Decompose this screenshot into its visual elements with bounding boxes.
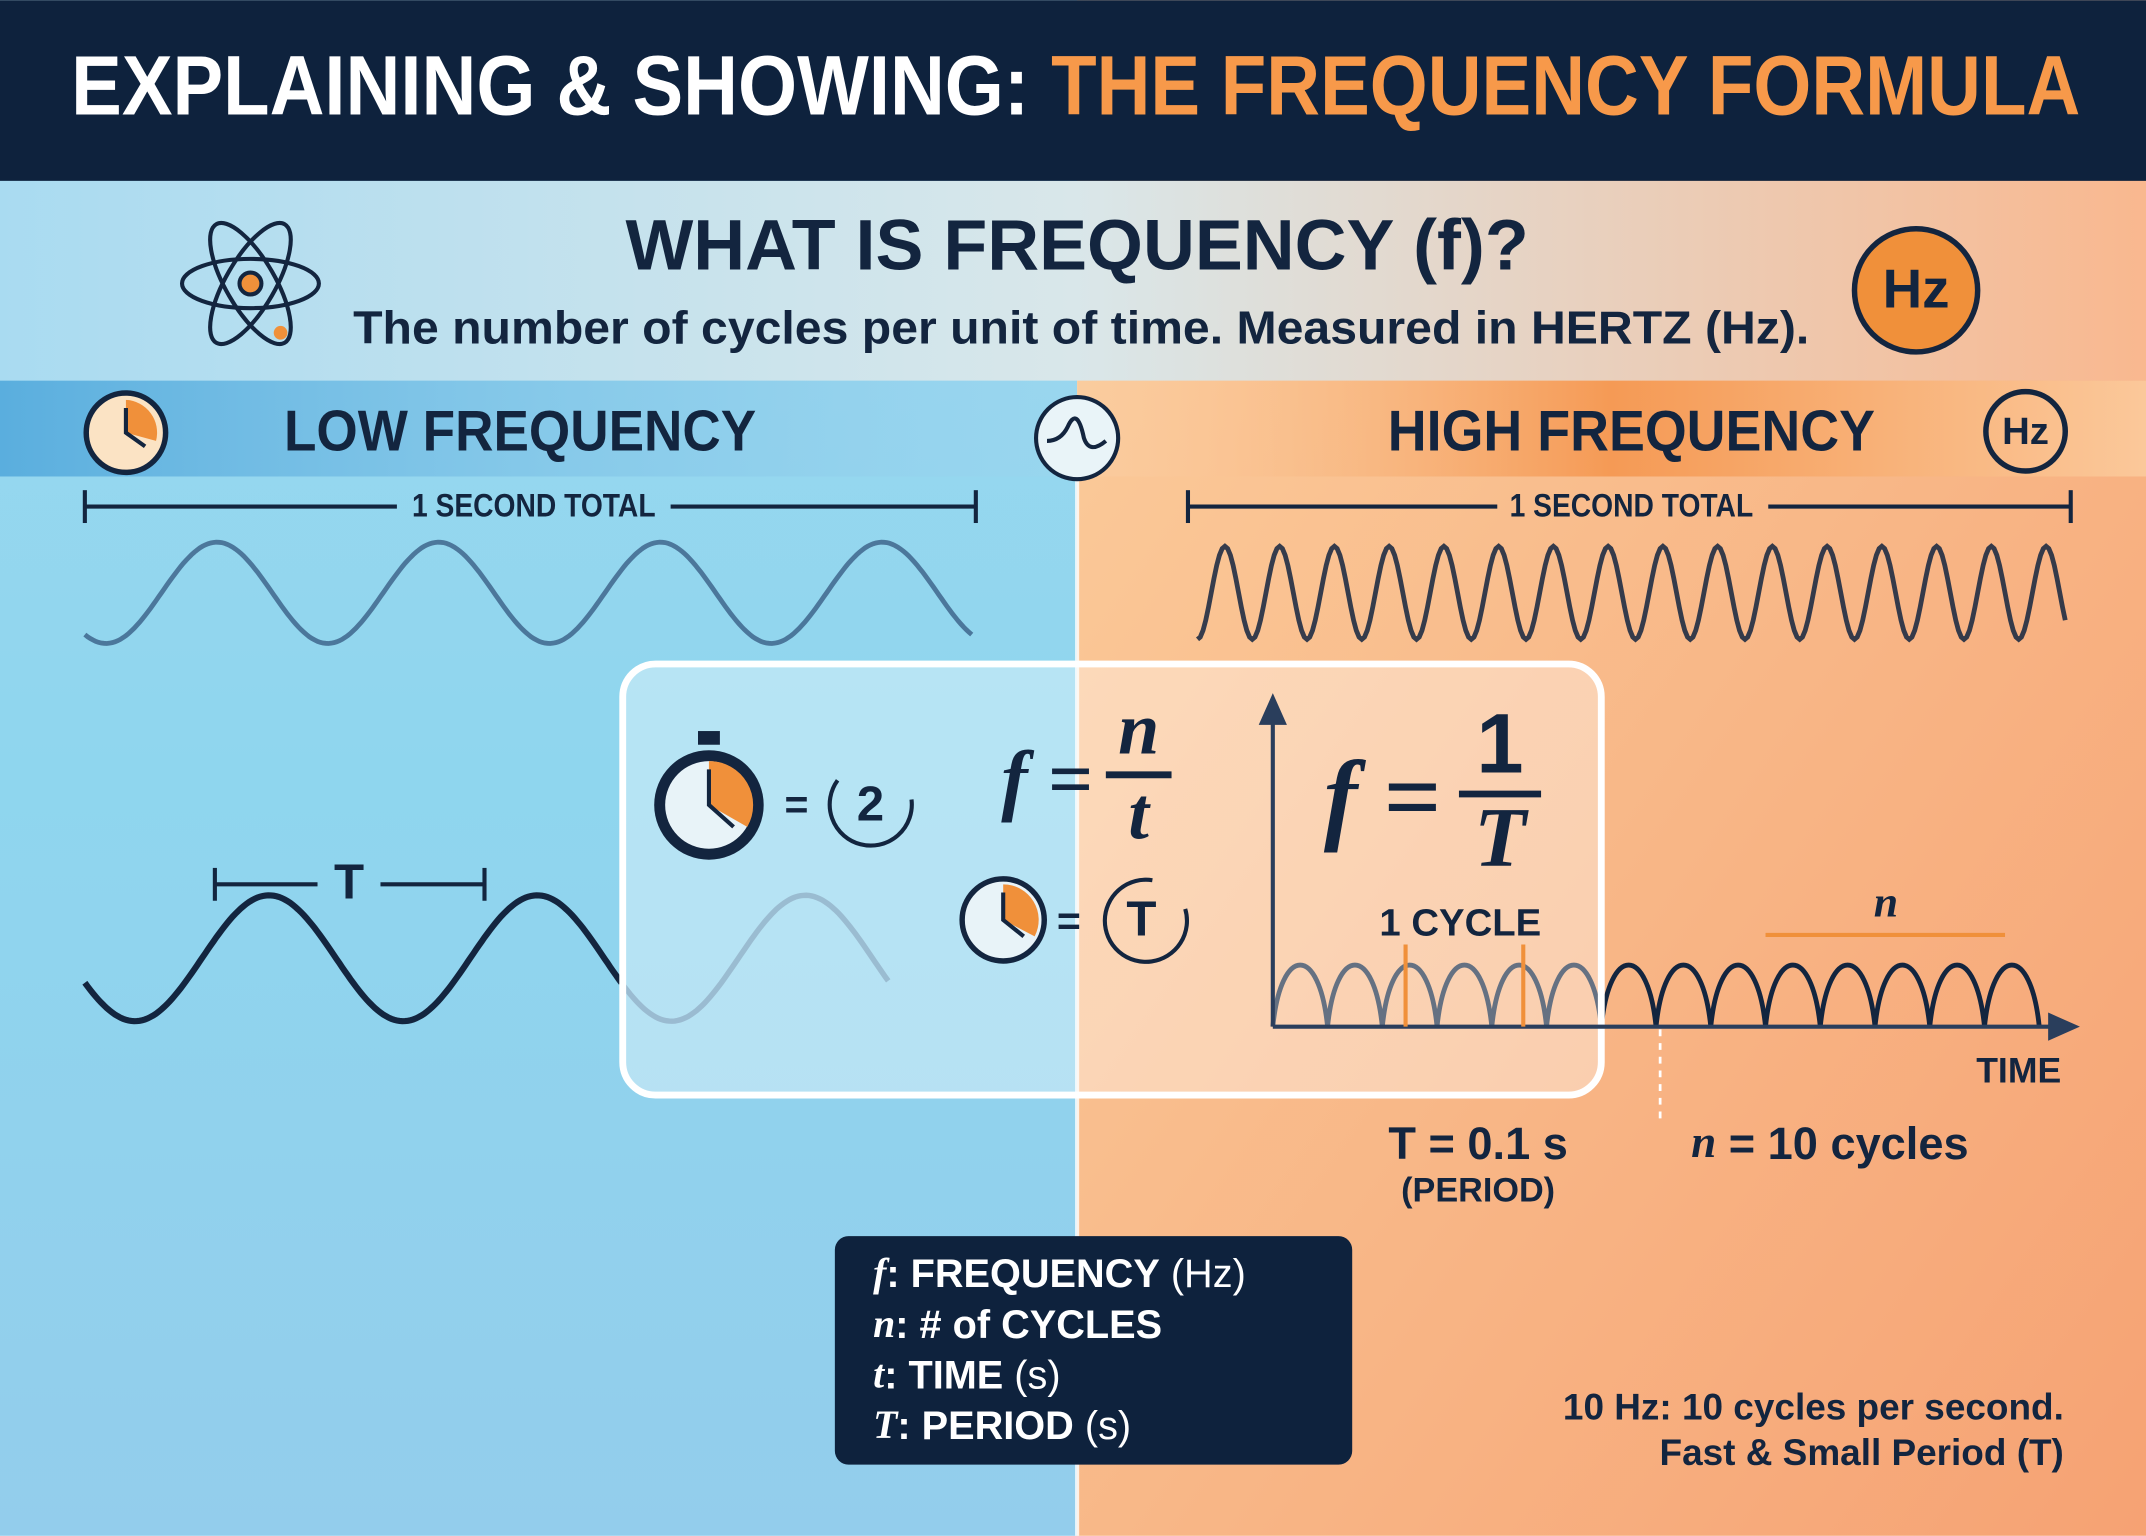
small-clock-icon	[959, 876, 1047, 964]
legend-symbol: T	[873, 1403, 899, 1447]
low-wave-faded	[620, 892, 891, 1024]
formula1-denominator: t	[1128, 772, 1151, 854]
legend-symbol: t	[873, 1353, 886, 1397]
period-bracket	[212, 867, 487, 901]
formula2-denominator: T	[1474, 790, 1529, 884]
low-band	[0, 380, 1078, 477]
period-arrow	[1102, 877, 1189, 964]
count-text: = 10 cycles	[1729, 1118, 1969, 1169]
legend-text: : # of CYCLES	[895, 1303, 1162, 1347]
intro-heading: WHAT IS FREQUENCY (f)?	[625, 206, 1528, 285]
low-span	[82, 490, 978, 524]
formula1-lhs: f =	[1001, 735, 1093, 823]
period-note: (PERIOD)	[1401, 1171, 1555, 1209]
clock-icon	[83, 390, 169, 476]
formula2-lhs: f =	[1324, 741, 1441, 853]
high-title: HIGH FREQUENCY	[1388, 400, 1875, 464]
intro-band	[0, 180, 2146, 381]
count-symbol: n	[1691, 1117, 1716, 1167]
legend-unit: (s)	[1085, 1405, 1131, 1449]
intro-definition: The number of cycles per unit of time. M…	[353, 302, 1809, 354]
legend-unit: (Hz)	[1171, 1253, 1246, 1297]
legend-row: t: TIME (s)	[873, 1353, 1060, 1398]
legend-unit: (s)	[1014, 1354, 1060, 1398]
clock-equals: =	[1057, 898, 1081, 944]
title-lead: EXPLAINING & SHOWING:	[71, 37, 1029, 132]
wave-icon	[1033, 395, 1121, 482]
stopwatch-cycles: 2	[857, 777, 884, 832]
high-hz-label: Hz	[2002, 410, 2049, 453]
legend-box	[834, 1236, 1353, 1465]
period-label: T	[334, 855, 364, 910]
legend-row: n: # of CYCLES	[873, 1302, 1162, 1347]
cycle-arrow	[827, 779, 914, 848]
clock-period: T	[1126, 892, 1156, 947]
n-label: n	[1874, 878, 1898, 926]
legend-row: T: PERIOD (s)	[873, 1403, 1131, 1448]
high-span	[1185, 490, 2073, 524]
cycle-markers	[1403, 932, 2006, 1027]
low-span-label: 1 SECOND TOTAL	[412, 487, 656, 524]
period-value: T = 0.1 s	[1388, 1118, 1567, 1169]
header-bar	[0, 0, 2146, 181]
stopwatch-icon	[654, 731, 764, 860]
high-wave-top	[1195, 543, 2068, 643]
high-span-label: 1 SECOND TOTAL	[1510, 487, 1754, 524]
cycle-count: n = 10 cycles	[1691, 1117, 1968, 1169]
legend-text: : PERIOD	[897, 1405, 1073, 1449]
high-hz-badge	[1983, 388, 2068, 474]
atom-icon	[179, 220, 321, 347]
formula1-numerator: n	[1118, 687, 1159, 769]
legend-text: : TIME	[884, 1354, 1003, 1398]
high-band	[1077, 380, 2146, 477]
legend-symbol: n	[873, 1302, 895, 1346]
legend-text: : FREQUENCY	[886, 1253, 1159, 1297]
title-highlight: THE FREQUENCY FORMULA	[1051, 37, 2080, 132]
hz-badge-label: Hz	[1883, 258, 1950, 320]
hz-badge	[1851, 226, 1981, 355]
note-line-1: 10 Hz: 10 cycles per second.	[1563, 1387, 2064, 1428]
cycle-label: 1 CYCLE	[1379, 902, 1541, 945]
note-line-2: Fast & Small Period (T)	[1660, 1432, 2064, 1473]
legend-symbol: f	[873, 1251, 890, 1295]
low-wave-bottom	[82, 892, 624, 1025]
formula-box	[619, 660, 1605, 1099]
graph-axes	[1258, 693, 2080, 1041]
axis-label: TIME	[1976, 1051, 2061, 1091]
low-title: LOW FREQUENCY	[284, 400, 756, 464]
legend-row: f: FREQUENCY (Hz)	[873, 1251, 1246, 1296]
stopwatch-equals: =	[785, 782, 809, 828]
low-wave-top	[83, 539, 974, 646]
formula2-numerator: 1	[1476, 696, 1523, 791]
